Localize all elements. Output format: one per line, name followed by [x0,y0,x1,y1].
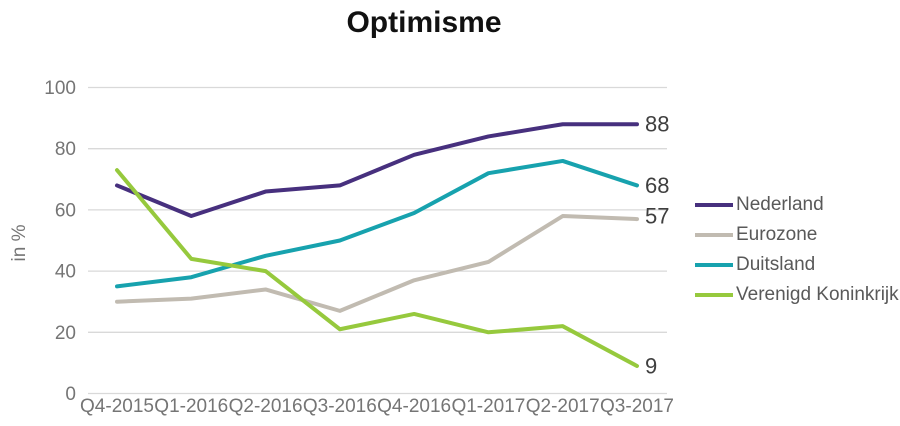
legend-label: Nederland [736,194,824,215]
y-tick-label-100: 100 [44,78,76,99]
y-tick-label-0: 0 [65,384,76,405]
y-axis-title: in % [9,224,30,261]
legend-item-verenigd-koninkrijk: Verenigd Koninkrijk [695,280,899,310]
legend-marker-line [695,293,733,297]
legend: Nederland Eurozone Duitsland Verenigd Konin… [695,190,899,310]
y-tick-label-60: 60 [55,200,76,221]
series-line-nederland [115,122,639,219]
y-tick-label-20: 20 [55,323,76,344]
legend-label: Duitsland [736,254,816,275]
x-tick-label-q2-2017: Q2-2017 [526,396,600,417]
y-tick-label-80: 80 [55,139,76,160]
series-end-label-duitsland: 68 [645,173,669,198]
legend-item-nederland: Nederland [695,190,899,220]
x-tick-label-q1-2017: Q1-2017 [451,396,525,417]
x-tick-label-q3-2016: Q3-2016 [303,396,377,417]
series-line-eurozone [115,214,639,313]
series-line-duitsland [115,158,639,289]
legend-label: Verenigd Koninkrijk [736,284,899,305]
series-end-label-nederland: 88 [645,112,669,137]
y-tick-label-40: 40 [55,262,76,283]
legend-item-duitsland: Duitsland [695,250,899,280]
x-tick-label-q4-2015: Q4-2015 [80,396,154,417]
x-tick-label-q2-2016: Q2-2016 [229,396,303,417]
chart-title: Optimisme [346,6,502,39]
legend-marker-line [695,263,733,267]
series-line-verenigd-koninkrijk [115,168,639,368]
legend-item-eurozone: Eurozone [695,220,899,250]
x-tick-label-q3-2017: Q3-2017 [600,396,674,417]
series-end-label-eurozone: 57 [645,204,669,229]
legend-label: Eurozone [736,224,818,245]
legend-marker-line [695,233,733,237]
x-tick-label-q1-2016: Q1-2016 [154,396,228,417]
series-end-label-verenigd-koninkrijk: 9 [645,353,657,378]
legend-marker-line [695,203,733,207]
x-tick-label-q4-2016: Q4-2016 [377,396,451,417]
